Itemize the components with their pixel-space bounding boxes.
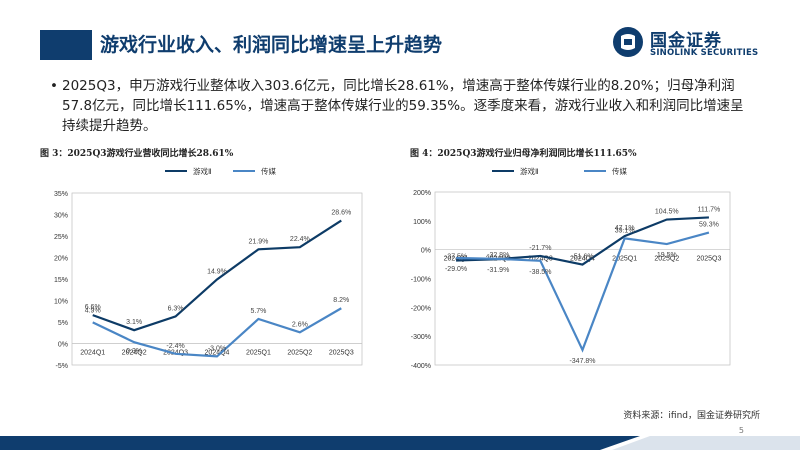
data-label: -38.5%: [529, 269, 551, 276]
page-number: 5: [738, 426, 744, 435]
x-tick-label: 2024Q4: [205, 350, 230, 357]
data-label: 22.4%: [290, 236, 310, 243]
x-tick-label: 2025Q3: [696, 256, 721, 263]
series-line-1: [456, 231, 710, 353]
legend-label-0: 游戏Ⅱ: [520, 166, 539, 176]
revenue-growth-chart: 游戏Ⅱ 传媒 35% 30% 25% 20% 15% 10% 5% 0% -5% 2024Q1 2024…: [54, 166, 363, 370]
brand-logo: 国金证券 SINOLINK SECURITIES: [612, 24, 782, 64]
source-note: 资料来源：ifind，国金证券研究所: [623, 411, 760, 421]
title-accent-bar: [40, 30, 92, 60]
y-tick-label: 200%: [413, 190, 431, 197]
y-tick-label: 5%: [58, 320, 68, 327]
y-tick-label: 30%: [54, 213, 68, 220]
summary-bullet: • 2025Q3，申万游戏行业整体收入303.6亿元，同比增长28.61%，增速…: [50, 76, 752, 136]
legend-label-1: 传媒: [612, 166, 627, 176]
y-tick-label: 15%: [54, 277, 68, 284]
x-tick-label: 2024Q3: [528, 256, 553, 263]
logo-text-en: SINOLINK SECURITIES: [650, 48, 759, 58]
x-tick-label: 2024Q1: [444, 256, 469, 263]
x-tick-label: 2025Q1: [246, 350, 271, 357]
data-label: 8.2%: [333, 297, 349, 304]
y-tick-label: 10%: [54, 299, 68, 306]
y-tick-label: -100%: [411, 277, 431, 284]
data-label: -29.0%: [445, 266, 467, 273]
data-label: 2.6%: [292, 321, 308, 328]
data-label: -3.0%: [208, 345, 226, 352]
x-tick-label: 2025Q1: [612, 256, 637, 263]
series-line-1: [92, 307, 342, 358]
x-tick-label: 2024Q4: [570, 256, 595, 263]
page-title: 游戏行业收入、利润同比增速呈上升趋势: [100, 34, 443, 56]
data-label: 28.6%: [331, 210, 351, 217]
series-line-0: [92, 219, 342, 332]
y-tick-label: 25%: [54, 234, 68, 241]
x-tick-label: 2025Q2: [287, 350, 312, 357]
logo-text-cn: 国金证券: [650, 31, 722, 51]
legend-label-0: 游戏Ⅱ: [193, 166, 212, 176]
data-label: 0.3%: [126, 348, 142, 355]
data-label: 59.3%: [699, 222, 719, 229]
y-tick-label: 100%: [413, 219, 431, 226]
plot-border: [434, 191, 731, 366]
data-label: -347.8%: [569, 358, 595, 365]
data-label: -32.8%: [487, 252, 509, 259]
bottom-decor-band: [0, 436, 800, 450]
y-tick-label: 20%: [54, 256, 68, 263]
y-tick-label: 35%: [54, 191, 68, 198]
bullet-dot: •: [50, 78, 58, 94]
plot-border: [71, 192, 363, 366]
data-label: -21.7%: [529, 245, 551, 252]
x-tick-label: 2025Q3: [329, 350, 354, 357]
data-label: 5.7%: [250, 308, 266, 315]
data-label: -2.4%: [166, 343, 184, 350]
y-tick-label: -200%: [411, 305, 431, 312]
y-tick-label: -300%: [411, 334, 431, 341]
profit-growth-chart: 游戏Ⅱ 传媒 200% 100% 0% -100% -200% -300% -400% 2024Q…: [411, 166, 731, 370]
data-label: 21.9%: [248, 238, 268, 245]
y-tick-label: 0%: [421, 248, 431, 255]
data-label: 3.1%: [126, 319, 142, 326]
x-tick-label: 2024Q1: [80, 350, 105, 357]
x-tick-label: 2025Q2: [654, 256, 679, 263]
data-label: 104.5%: [655, 209, 679, 216]
y-tick-label: -400%: [411, 363, 431, 370]
figure-4-title: 图 4：2025Q3游戏行业归母净利润同比增长111.65%: [410, 149, 637, 159]
y-tick-label: 0%: [58, 342, 68, 349]
data-label: 6.6%: [85, 304, 101, 311]
figure-3-title: 图 3：2025Q3游戏行业营收同比增长28.61%: [40, 149, 234, 159]
data-label: -31.9%: [487, 267, 509, 274]
data-label: -51.6%: [571, 254, 593, 261]
data-label: 4.9%: [85, 307, 101, 314]
y-tick-label: -5%: [56, 363, 68, 370]
legend-label-1: 传媒: [261, 166, 276, 176]
data-label: 39.1%: [615, 227, 635, 234]
data-label: 14.9%: [207, 268, 227, 275]
data-label: -37.5%: [445, 253, 467, 260]
data-label: 19.5%: [657, 252, 677, 259]
data-label: 6.3%: [168, 305, 184, 312]
summary-text: 2025Q3，申万游戏行业整体收入303.6亿元，同比增长28.61%，增速高于…: [62, 78, 744, 134]
sinolink-logo-icon: [613, 27, 643, 57]
data-label: 111.7%: [698, 206, 721, 213]
data-label: 47.1%: [615, 225, 635, 232]
x-tick-label: 2024Q2: [122, 350, 147, 357]
